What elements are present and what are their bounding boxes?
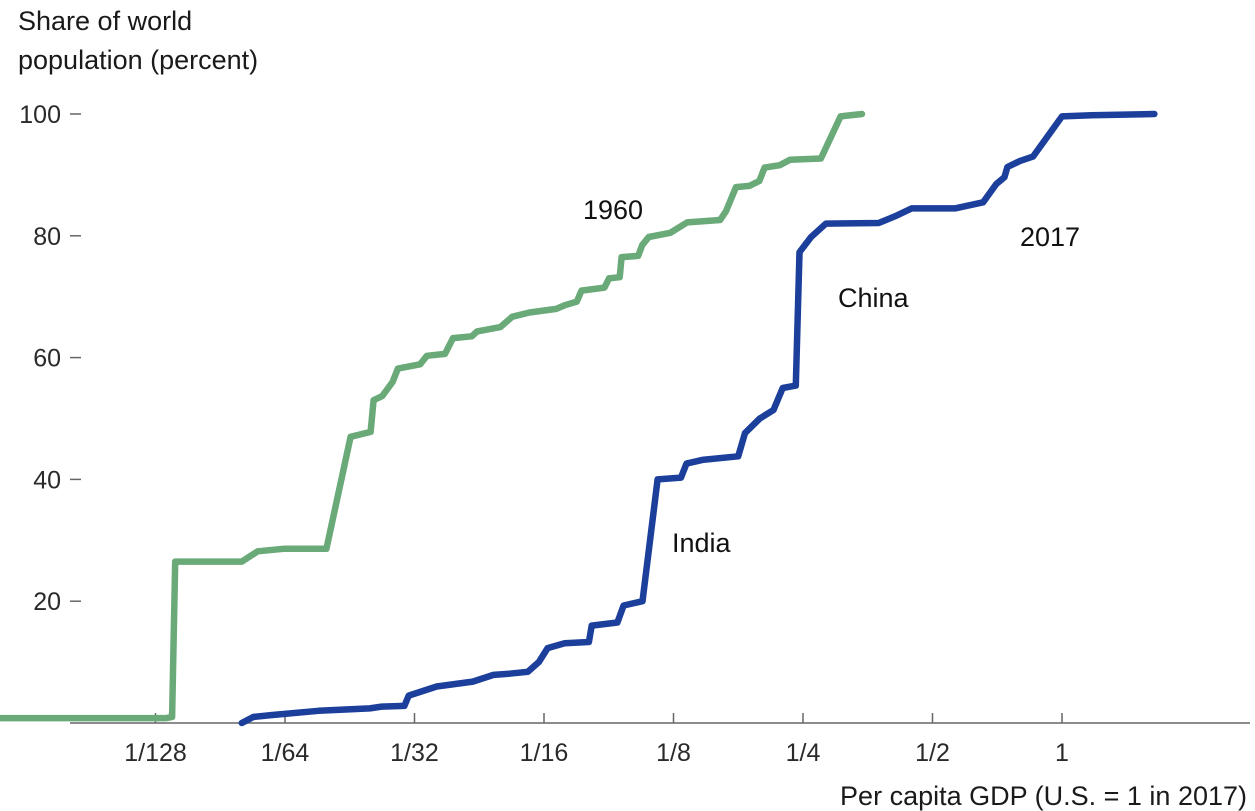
series-layer: [0, 110, 1158, 727]
y-axis-title-line-2: population (percent): [18, 45, 258, 75]
series-label-1960: 1960: [583, 195, 643, 225]
x-axis-ticks: 1/128 1/64 1/32 1/16 1/8 1/4 1/2 1: [124, 713, 1069, 767]
annotation-china: China: [838, 283, 910, 313]
y-axis-ticks: 20 40 60 80 100: [19, 101, 81, 616]
x-tick-label: 1/128: [124, 739, 187, 767]
y-tick-label: 60: [33, 345, 61, 373]
x-axis-title: Per capita GDP (U.S. = 1 in 2017): [840, 781, 1247, 811]
y-tick-label: 80: [33, 223, 61, 251]
x-tick-label: 1: [1055, 739, 1069, 767]
series-line-2017: [238, 110, 1158, 727]
y-axis-title-line-1: Share of world: [18, 6, 192, 36]
y-tick-label: 100: [19, 101, 61, 129]
annotation-india: India: [672, 528, 732, 558]
series-label-2017: 2017: [1020, 222, 1080, 252]
y-tick-label: 40: [33, 466, 61, 494]
x-tick-label: 1/4: [786, 739, 821, 767]
x-tick-label: 1/16: [520, 739, 569, 767]
x-tick-label: 1/8: [656, 739, 691, 767]
x-tick-label: 1/2: [915, 739, 950, 767]
series-line-1960: [0, 110, 866, 722]
x-tick-label: 1/32: [390, 739, 439, 767]
x-tick-label: 1/64: [261, 739, 310, 767]
y-tick-label: 20: [33, 588, 61, 616]
